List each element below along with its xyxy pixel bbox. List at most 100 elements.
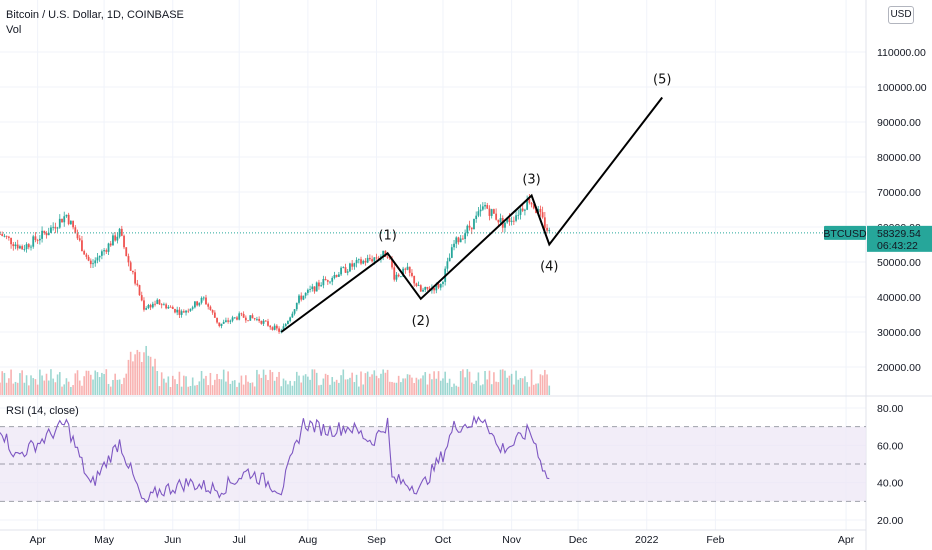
- volume-bar: [41, 375, 43, 395]
- volume-bar: [273, 380, 276, 395]
- volume-bar: [546, 374, 548, 395]
- volume-bar: [513, 384, 515, 395]
- candle: [543, 217, 546, 228]
- candle: [98, 255, 101, 258]
- volume-bar: [32, 378, 35, 395]
- volume-bar: [431, 379, 433, 395]
- volume-bar: [464, 377, 466, 395]
- candle: [433, 287, 436, 291]
- volume-bar: [535, 383, 537, 395]
- candle: [287, 320, 289, 325]
- candle: [10, 237, 12, 245]
- volume-bar: [504, 370, 506, 395]
- currency-button[interactable]: USD: [888, 6, 914, 24]
- volume-bar: [291, 385, 294, 395]
- candle: [448, 257, 451, 262]
- time-tick-label: Dec: [569, 534, 588, 546]
- volume-bar: [202, 378, 205, 395]
- candle: [371, 259, 373, 262]
- volume-bar: [402, 378, 404, 395]
- volume-bar: [103, 374, 105, 395]
- time-tick-label: May: [94, 534, 115, 546]
- candle: [220, 323, 223, 327]
- wave-label: (1): [378, 228, 396, 243]
- candle: [464, 233, 467, 239]
- candle: [355, 260, 358, 264]
- volume-bar: [0, 382, 1, 395]
- volume-bar: [19, 373, 21, 395]
- volume-bar: [225, 381, 227, 395]
- candle: [45, 233, 48, 236]
- candle: [198, 302, 201, 306]
- candle: [408, 266, 411, 273]
- volume-bar: [304, 374, 307, 395]
- candle: [58, 218, 61, 228]
- volume-bar: [194, 385, 196, 395]
- time-tick-label: Oct: [435, 534, 451, 546]
- candle: [524, 209, 526, 211]
- candle: [275, 325, 278, 329]
- volume-bar: [309, 379, 311, 395]
- volume-bar: [125, 373, 128, 395]
- volume-bar: [486, 379, 489, 395]
- candle: [54, 226, 57, 229]
- volume-bar: [39, 369, 41, 395]
- volume-bar: [1, 371, 4, 395]
- candle: [364, 260, 367, 263]
- volume-bar: [417, 379, 420, 395]
- volume-bar: [437, 371, 440, 395]
- volume-bar: [121, 384, 123, 395]
- volume-bar: [196, 384, 198, 395]
- candle: [69, 220, 72, 225]
- volume-bar: [185, 376, 187, 395]
- price-tick-label: 100000.00: [877, 82, 927, 94]
- volume-bar: [236, 386, 238, 395]
- volume-bar: [5, 382, 8, 395]
- candle: [499, 218, 502, 223]
- candle: [81, 240, 83, 252]
- volume-bar: [326, 374, 329, 395]
- volume-bar: [298, 375, 300, 395]
- candle: [145, 308, 148, 310]
- wave-label: (3): [522, 173, 540, 188]
- volume-bar: [532, 384, 535, 395]
- volume-bar: [495, 381, 497, 395]
- candle: [202, 297, 205, 299]
- volume-bar: [369, 376, 371, 395]
- candle: [415, 283, 418, 286]
- candle: [413, 275, 416, 284]
- volume-bar: [140, 361, 143, 395]
- candle: [399, 276, 402, 278]
- volume-bar: [129, 351, 132, 395]
- volume-bar: [70, 386, 72, 395]
- candle: [12, 244, 15, 247]
- candle: [76, 233, 79, 239]
- candle: [346, 271, 349, 273]
- volume-bar: [353, 382, 356, 395]
- candle: [546, 227, 548, 231]
- volume-bar: [382, 369, 384, 395]
- volume-bar: [118, 379, 121, 395]
- volume-bar: [222, 369, 225, 395]
- candle: [322, 279, 325, 286]
- volume-bar: [8, 378, 10, 395]
- volume-bar: [404, 378, 407, 395]
- volume-bar: [256, 369, 258, 395]
- volume-bar: [349, 377, 351, 395]
- candle: [1, 234, 4, 236]
- candle: [360, 259, 362, 264]
- volume-bar: [289, 380, 291, 395]
- candle: [388, 257, 391, 259]
- candle: [475, 215, 478, 220]
- candle: [165, 304, 168, 309]
- volume-bar: [475, 380, 477, 395]
- candle: [315, 282, 318, 292]
- volume-bar: [200, 370, 203, 395]
- rsi-tick-label: 20.00: [877, 515, 903, 527]
- volume-bar: [156, 371, 159, 395]
- volume-bar: [526, 382, 528, 395]
- volume-bar: [12, 383, 15, 395]
- time-tick-label: Feb: [706, 534, 724, 546]
- candle: [151, 303, 154, 308]
